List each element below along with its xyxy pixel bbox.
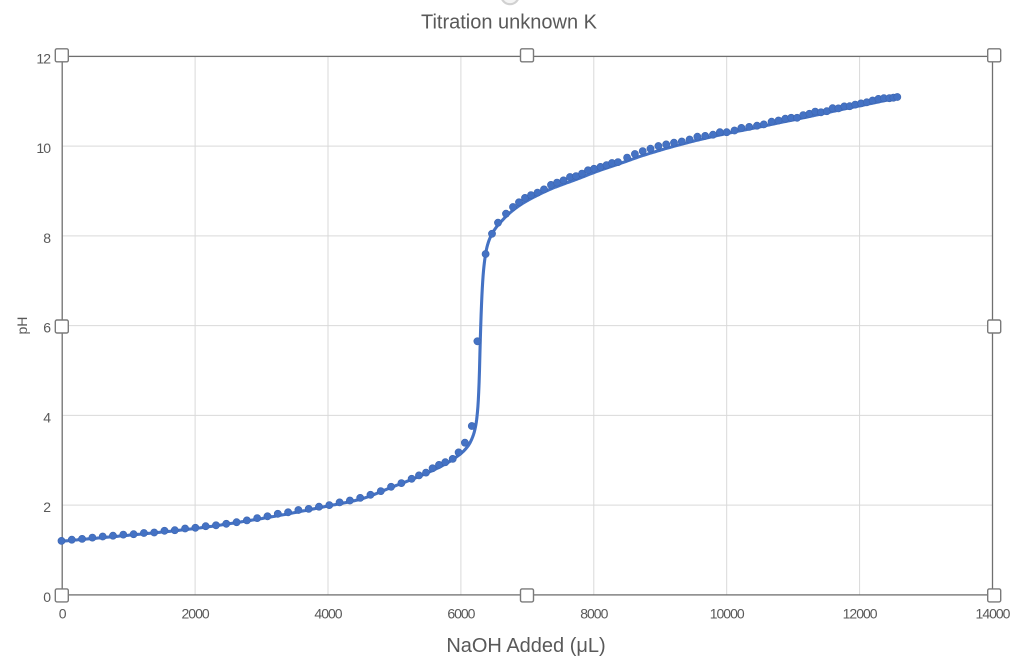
- svg-text:4: 4: [43, 409, 51, 425]
- svg-text:4000: 4000: [314, 605, 342, 621]
- svg-text:8: 8: [43, 230, 51, 246]
- svg-text:pH: pH: [14, 317, 30, 335]
- svg-text:8000: 8000: [580, 605, 608, 621]
- svg-text:12: 12: [36, 50, 51, 66]
- svg-text:6: 6: [43, 320, 51, 336]
- svg-text:2: 2: [43, 499, 51, 515]
- svg-text:0: 0: [59, 605, 67, 621]
- svg-text:12000: 12000: [843, 605, 878, 621]
- svg-text:14000: 14000: [976, 605, 1011, 621]
- svg-text:2000: 2000: [182, 605, 210, 621]
- svg-text:10000: 10000: [710, 605, 745, 621]
- svg-text:Titration unknown K: Titration unknown K: [421, 12, 598, 34]
- svg-text:6000: 6000: [447, 605, 475, 621]
- svg-text:0: 0: [43, 589, 51, 605]
- svg-text:NaOH Added (μL): NaOH Added (μL): [446, 635, 605, 657]
- svg-text:10: 10: [36, 140, 51, 156]
